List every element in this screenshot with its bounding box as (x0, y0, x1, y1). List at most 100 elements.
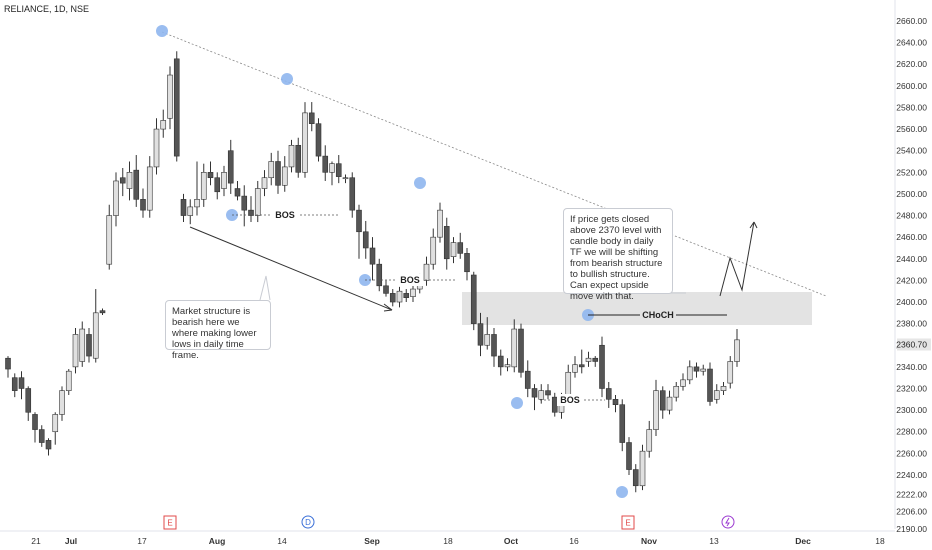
candle (25, 388, 32, 413)
candle (403, 293, 410, 298)
candle (92, 312, 99, 359)
y-tick-label: 2460.00 (896, 232, 927, 242)
candle (207, 172, 214, 179)
candle (443, 226, 450, 260)
projection-arrow (749, 221, 758, 229)
bos-label-bg (272, 209, 298, 221)
y-tick-label: 2560.00 (896, 124, 927, 134)
candle (119, 177, 126, 184)
projection-path (719, 221, 755, 297)
candle (450, 242, 457, 257)
candle (659, 390, 666, 411)
y-tick-label: 2420.00 (896, 275, 927, 285)
candle (99, 310, 106, 314)
x-tick-label: 18 (443, 536, 453, 546)
candle (612, 398, 619, 406)
x-tick-label: 13 (709, 536, 719, 546)
candle (248, 209, 254, 216)
y-tick-label: 2206.00 (896, 507, 927, 517)
candle (389, 293, 396, 303)
candle (234, 188, 241, 197)
swing-marker (616, 486, 628, 498)
y-tick-label: 2260.00 (896, 448, 927, 458)
y-tick-label: 2580.00 (896, 102, 927, 112)
y-tick-label: 2480.00 (896, 211, 927, 221)
bos-label: BOS (275, 210, 295, 220)
y-tick-label: 2300.00 (896, 405, 927, 415)
arrow-head (383, 303, 393, 312)
bos-label-bg (557, 394, 583, 406)
candle (11, 377, 18, 391)
swing-marker (414, 177, 426, 189)
candle (72, 334, 79, 368)
y-tick-label: 2190.00 (896, 524, 927, 534)
candle (5, 357, 11, 370)
candle (167, 74, 173, 119)
candle (59, 390, 65, 415)
candle (349, 177, 356, 211)
y-tick-label: 2440.00 (896, 254, 927, 264)
x-tick-label: Dec (795, 536, 811, 546)
swing-marker (281, 73, 293, 85)
candle (666, 396, 673, 411)
candle (106, 215, 113, 265)
candle (639, 450, 646, 487)
arrow-line (189, 226, 393, 311)
candle (254, 188, 261, 216)
candle (362, 231, 369, 249)
y-tick-label: 2540.00 (896, 146, 927, 156)
candle (275, 161, 281, 186)
candle (484, 334, 491, 346)
earnings-icon (163, 515, 177, 530)
y-tick-label: 2320.00 (896, 383, 927, 393)
candle (693, 366, 700, 372)
candle (504, 364, 511, 368)
candle (599, 344, 605, 389)
candle (376, 263, 383, 287)
candle (518, 328, 524, 373)
candle (322, 155, 329, 173)
candle (227, 150, 234, 184)
candle (38, 429, 45, 443)
bos-label: BOS (400, 275, 420, 285)
candle (437, 209, 443, 238)
candle (342, 177, 349, 180)
candle (673, 386, 680, 398)
candle (572, 364, 578, 373)
candle (457, 242, 464, 254)
candle (619, 404, 626, 443)
candle (133, 169, 140, 200)
candle (653, 390, 659, 430)
bos-label-bg (397, 274, 423, 286)
candle (686, 366, 693, 381)
dividend-icon-label: D (305, 518, 311, 527)
candle (194, 199, 200, 208)
candle (18, 377, 25, 389)
candle (707, 368, 713, 402)
candle (302, 112, 308, 173)
candle (632, 469, 639, 487)
last-price-label: 2360.70 (896, 339, 927, 349)
candle (45, 440, 52, 450)
candle (680, 379, 686, 387)
candle (126, 172, 133, 189)
candle (626, 442, 632, 470)
earnings-icon (621, 515, 635, 530)
trendline (161, 31, 827, 297)
candle (335, 163, 342, 177)
y-tick-label: 2380.00 (896, 319, 927, 329)
candle (113, 180, 119, 216)
candle (464, 253, 470, 273)
earnings-icon-label: E (167, 519, 172, 528)
x-tick-label: 18 (875, 536, 885, 546)
candle (727, 361, 734, 384)
y-tick-label: 2640.00 (896, 38, 927, 48)
candle (308, 112, 315, 124)
y-tick-label: 2400.00 (896, 297, 927, 307)
candle (295, 144, 302, 173)
candle (86, 334, 92, 357)
choch-label-bg (640, 309, 676, 321)
candle (241, 195, 248, 211)
candle (396, 290, 403, 303)
